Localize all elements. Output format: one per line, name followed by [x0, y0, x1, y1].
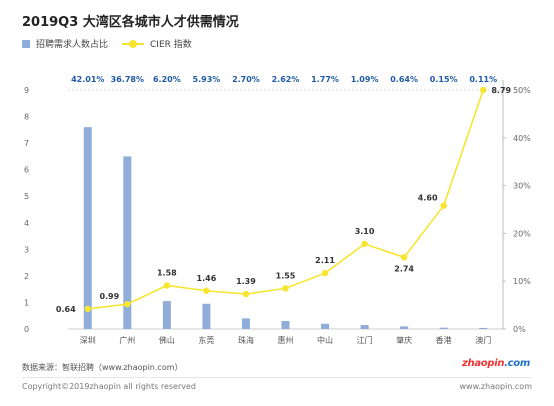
copyright-text: Copyright©2019zhaopin all rights reserve… — [22, 382, 196, 391]
bar — [202, 303, 211, 329]
cier-point-label: 0.64 — [56, 305, 76, 314]
y-right-tick-label: 20% — [513, 229, 531, 238]
cier-point-label: 4.60 — [418, 194, 438, 203]
logo-text: zhaopin — [462, 358, 505, 369]
bar — [439, 327, 448, 329]
x-tick-label: 佛山 — [159, 335, 175, 345]
cier-point-label: 1.46 — [197, 274, 217, 283]
legend-line-swatch — [122, 39, 144, 48]
bar-value-label: 0.15% — [430, 75, 458, 84]
website-text: www.zhaopin.com — [459, 382, 532, 391]
x-tick-label: 江门 — [357, 335, 373, 345]
x-tick-label: 香港 — [436, 335, 452, 345]
cier-point-label: 3.10 — [355, 227, 375, 236]
x-tick-label: 中山 — [317, 335, 333, 345]
chart-title: 2019Q3 大湾区各城市人才供需情况 — [22, 15, 239, 30]
cier-point — [321, 269, 329, 277]
bar-value-label: 2.62% — [272, 75, 300, 84]
legend-bar-label: 招聘需求人数占比 — [36, 40, 109, 50]
cier-point-label: 1.58 — [157, 269, 177, 278]
y-left-tick-label: 4 — [24, 219, 29, 228]
x-tick-label: 肇庆 — [396, 335, 412, 345]
y-left-tick-label: 7 — [24, 139, 29, 148]
y-right-tick-label: 40% — [513, 134, 531, 143]
bar-value-label: 0.11% — [469, 75, 497, 84]
bar — [123, 156, 132, 329]
bar — [83, 127, 92, 329]
x-tick-label: 深圳 — [80, 335, 96, 345]
cier-point — [203, 287, 210, 294]
bar — [321, 323, 330, 329]
x-tick-label: 澳门 — [475, 335, 491, 345]
y-right-tick-label: 10% — [513, 277, 531, 286]
y-left-tick-label: 5 — [24, 192, 29, 201]
bar — [360, 325, 369, 329]
bar — [241, 318, 250, 329]
cier-point-label: 1.39 — [236, 277, 256, 286]
y-left-tick-label: 3 — [24, 245, 29, 254]
cier-point-label: 2.11 — [315, 256, 335, 265]
bar — [162, 301, 171, 329]
cier-point — [440, 202, 447, 209]
cier-point — [480, 86, 487, 94]
x-tick-label: 东莞 — [198, 335, 214, 345]
cier-point — [282, 285, 289, 292]
cier-point — [84, 305, 91, 313]
cier-point — [242, 290, 250, 298]
bar — [281, 321, 290, 329]
legend-bar-swatch — [22, 39, 30, 48]
bar-value-label: 1.09% — [351, 75, 379, 84]
bar — [479, 327, 488, 329]
bar-value-label: 1.77% — [311, 75, 339, 84]
bar-value-label: 5.93% — [193, 75, 221, 84]
y-left-tick-label: 6 — [24, 166, 29, 175]
bar-value-label: 36.78% — [111, 75, 144, 84]
cier-point-label: 1.55 — [276, 271, 296, 280]
zhaopin-logo: zhaopin.com — [462, 358, 530, 369]
logo-suffix: .com — [504, 358, 530, 369]
y-left-tick-label: 1 — [24, 298, 29, 307]
bar — [400, 326, 409, 329]
legend-line: CIER 指数 — [122, 37, 192, 50]
y-right-tick-label: 0% — [513, 325, 526, 334]
x-tick-label: 广州 — [119, 335, 135, 345]
footer-divider — [22, 377, 532, 378]
y-left-tick-label: 2 — [24, 272, 29, 281]
y-left-tick-label: 0 — [24, 325, 29, 334]
legend-bar: 招聘需求人数占比 — [22, 37, 108, 50]
y-right-tick-label: 50% — [513, 86, 531, 95]
y-right-tick-label: 30% — [513, 182, 531, 191]
source-note: 数据来源：智联招聘（www.zhaopin.com） — [22, 363, 183, 372]
bar-value-label: 6.20% — [153, 75, 181, 84]
cier-point — [124, 300, 131, 308]
bar-value-label: 0.64% — [390, 75, 418, 84]
cier-point — [163, 282, 171, 289]
cier-point-label: 8.79 — [491, 86, 511, 95]
bar-value-label: 42.01% — [71, 75, 104, 84]
cier-point — [400, 254, 408, 261]
cier-point — [361, 240, 368, 248]
cier-point-label: 0.99 — [99, 292, 119, 301]
x-tick-label: 珠海 — [238, 335, 254, 345]
y-left-tick-label: 9 — [24, 86, 29, 95]
y-left-tick-label: 8 — [24, 113, 29, 122]
bar-value-label: 2.70% — [232, 75, 260, 84]
legend-line-label: CIER 指数 — [150, 40, 192, 50]
x-tick-label: 惠州 — [278, 335, 294, 345]
cier-point-label: 2.74 — [394, 264, 414, 273]
